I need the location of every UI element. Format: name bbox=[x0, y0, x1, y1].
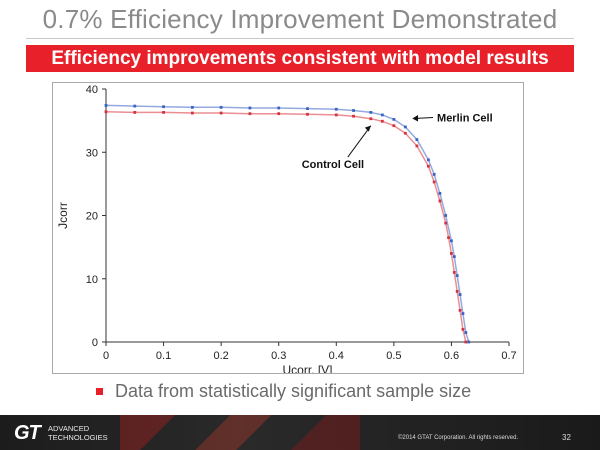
data-point bbox=[190, 111, 194, 115]
x-tick-label: 0.6 bbox=[444, 350, 459, 362]
x-tick-label: 0.7 bbox=[501, 350, 516, 362]
data-point bbox=[452, 255, 456, 259]
bullet-marker bbox=[96, 388, 103, 395]
series-layer bbox=[104, 104, 471, 344]
data-point bbox=[403, 125, 407, 129]
data-point bbox=[427, 158, 430, 162]
data-point bbox=[461, 312, 465, 315]
data-point bbox=[352, 114, 355, 118]
data-point bbox=[403, 131, 407, 135]
footer-bar: GT ADVANCED TECHNOLOGIES ©2014 GTAT Corp… bbox=[0, 415, 600, 450]
data-point bbox=[432, 180, 436, 184]
data-point bbox=[306, 112, 309, 116]
data-point bbox=[334, 107, 338, 111]
data-point bbox=[458, 293, 462, 296]
data-point bbox=[392, 117, 396, 121]
iv-curve-chart: 0 0.1 0.2 0.3 0.4 0.5 0.6 0.7 0 10 20 30 40 Ucorr. [V… bbox=[56, 84, 517, 377]
annotation-control-label: Control Cell bbox=[302, 159, 364, 171]
data-point bbox=[219, 105, 223, 109]
company-logo: GT bbox=[14, 422, 41, 444]
page-number: 32 bbox=[562, 433, 571, 442]
annotation-merlin-arrowhead bbox=[412, 114, 419, 122]
data-point bbox=[455, 274, 459, 277]
x-tick-label: 0.3 bbox=[271, 350, 286, 362]
subtitle-banner: Efficiency improvements consistent with … bbox=[26, 45, 574, 72]
data-point bbox=[450, 239, 453, 243]
footer-decoration bbox=[120, 415, 360, 450]
data-point bbox=[444, 221, 448, 225]
annotation-merlin-label: Merlin Cell bbox=[437, 112, 493, 124]
copyright-notice: ©2014 GTAT Corporation. All rights reser… bbox=[398, 435, 519, 441]
logo-tagline-line1: ADVANCED bbox=[48, 424, 90, 433]
series-merlin-cell bbox=[104, 104, 471, 344]
data-point bbox=[415, 138, 419, 141]
data-point bbox=[458, 308, 462, 312]
x-tick-label: 0.4 bbox=[329, 350, 344, 362]
y-tick-label: 30 bbox=[86, 147, 98, 159]
data-point bbox=[133, 111, 137, 114]
data-point bbox=[438, 199, 442, 203]
annotation-control-arrow bbox=[347, 125, 372, 158]
data-point bbox=[415, 144, 419, 148]
annotation-control-arrowhead bbox=[364, 125, 371, 132]
x-tick-label: 0.5 bbox=[386, 350, 401, 362]
series-line bbox=[105, 104, 470, 343]
title-divider bbox=[26, 38, 574, 39]
data-point bbox=[452, 271, 456, 274]
chart-frame: 0 0.1 0.2 0.3 0.4 0.5 0.6 0.7 0 10 20 30 40 Ucorr. [V… bbox=[52, 82, 524, 377]
y-axis-title: Jcorr bbox=[56, 202, 70, 229]
data-point bbox=[162, 111, 165, 114]
data-point bbox=[380, 113, 384, 117]
x-axis-title: Ucorr. [V] bbox=[282, 363, 332, 373]
y-tick-label: 40 bbox=[86, 84, 98, 96]
data-point bbox=[190, 105, 194, 109]
data-point bbox=[455, 290, 459, 293]
y-tick-label: 10 bbox=[86, 274, 98, 286]
data-point bbox=[450, 252, 453, 255]
data-point bbox=[444, 214, 448, 217]
data-point bbox=[104, 104, 108, 107]
y-tick-label: 0 bbox=[92, 337, 98, 349]
data-point bbox=[334, 113, 338, 117]
slide-title: 0.7% Efficiency Improvement Demonstrated bbox=[42, 4, 558, 34]
data-point bbox=[392, 124, 396, 128]
logo-tagline: ADVANCED TECHNOLOGIES bbox=[48, 424, 108, 442]
data-point bbox=[104, 110, 108, 114]
data-point bbox=[219, 111, 223, 115]
data-point bbox=[464, 331, 468, 334]
x-tick-label: 0.2 bbox=[213, 350, 228, 362]
data-point bbox=[438, 191, 442, 195]
data-point bbox=[461, 327, 465, 331]
data-point bbox=[277, 112, 281, 116]
data-point bbox=[447, 236, 450, 240]
bullet-text: Data from statistically significant samp… bbox=[115, 381, 472, 401]
data-point bbox=[306, 107, 309, 111]
data-point bbox=[369, 111, 373, 114]
data-point bbox=[432, 172, 436, 176]
annotation-layer: Merlin Cell Control Cell bbox=[302, 112, 493, 171]
logo-tagline-line2: TECHNOLOGIES bbox=[48, 433, 108, 442]
data-point bbox=[427, 164, 430, 168]
series-line bbox=[105, 111, 467, 343]
data-point bbox=[352, 109, 355, 112]
chart-axes: 0 0.1 0.2 0.3 0.4 0.5 0.6 0.7 0 10 20 30 40 Ucorr. [V… bbox=[56, 84, 517, 377]
data-point bbox=[162, 105, 165, 109]
data-point bbox=[380, 119, 384, 123]
y-tick-label: 20 bbox=[86, 211, 98, 223]
data-point bbox=[277, 106, 281, 110]
data-point bbox=[467, 340, 471, 344]
x-tick-label: 0.1 bbox=[156, 350, 171, 362]
data-point bbox=[464, 340, 468, 344]
data-point bbox=[248, 106, 252, 110]
data-point bbox=[248, 112, 252, 116]
series-control-cell bbox=[104, 110, 468, 344]
data-point bbox=[133, 104, 137, 108]
x-tick-label: 0 bbox=[103, 350, 109, 362]
data-point bbox=[369, 117, 373, 121]
